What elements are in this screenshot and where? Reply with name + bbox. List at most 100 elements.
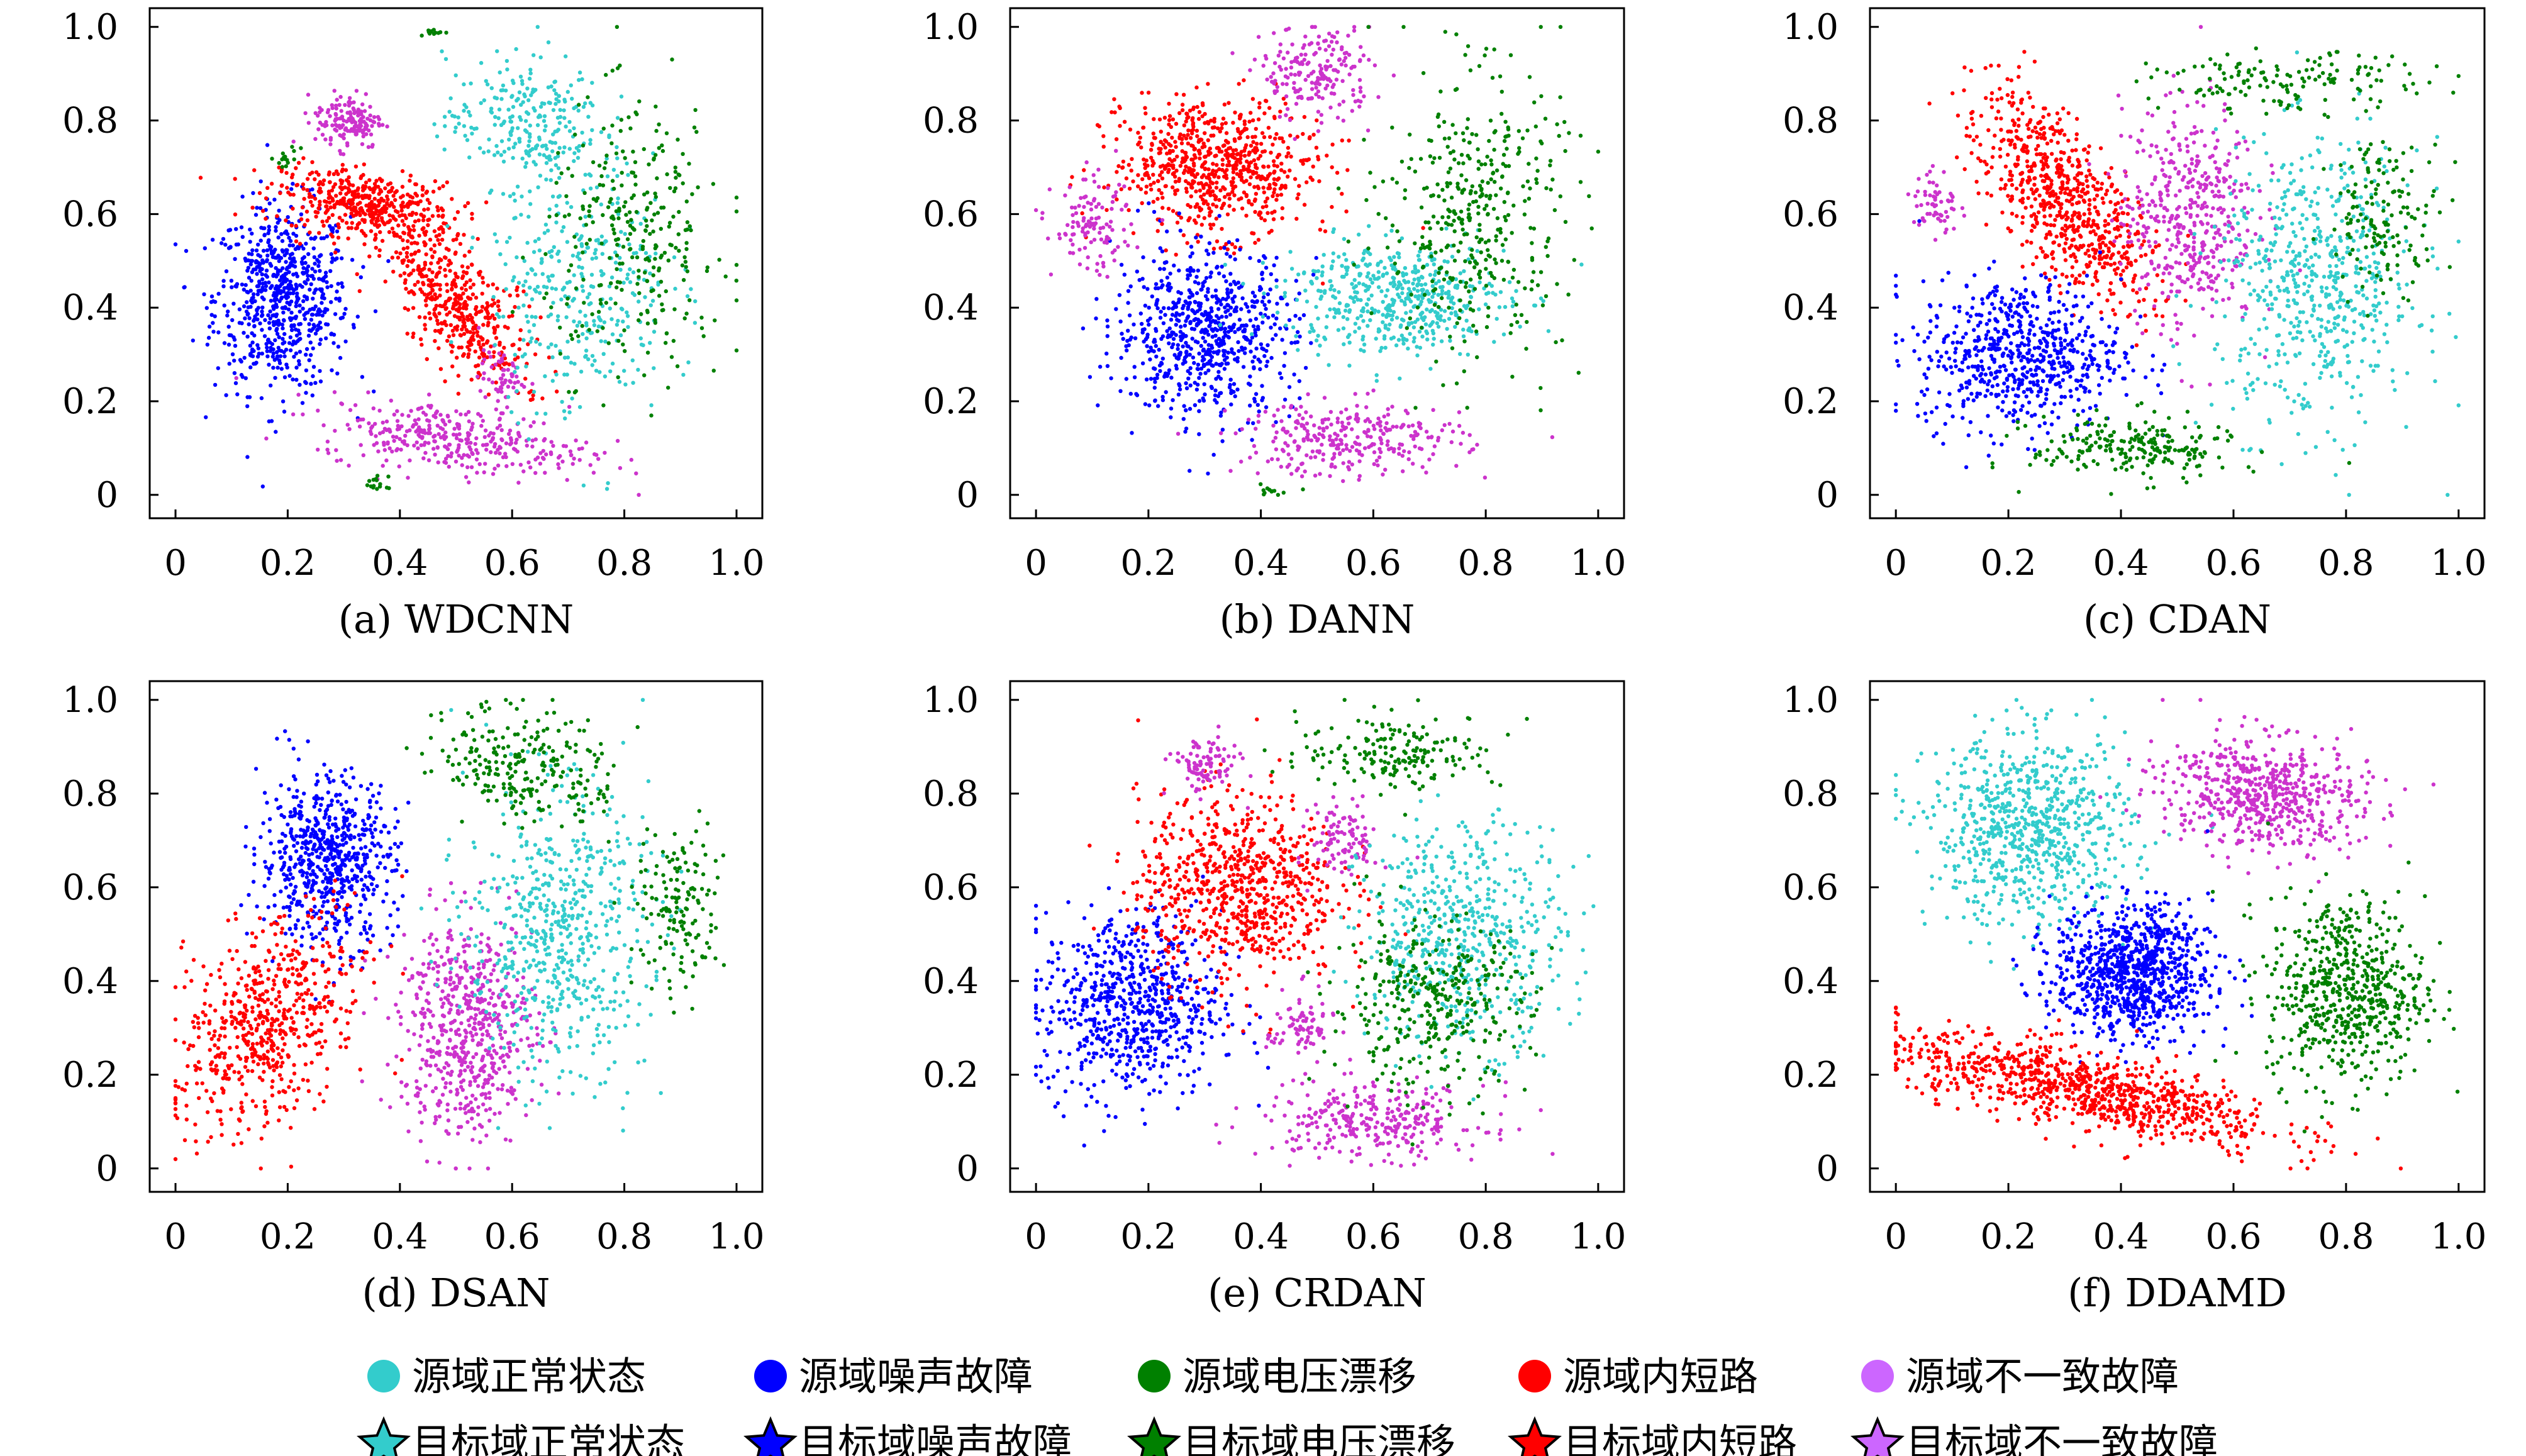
data-point xyxy=(1202,382,1206,387)
data-point xyxy=(477,146,482,150)
data-point xyxy=(467,155,472,160)
data-point xyxy=(1247,309,1251,314)
data-point xyxy=(1162,306,1166,310)
data-point xyxy=(1248,318,1253,323)
data-point xyxy=(1352,25,1357,29)
data-point xyxy=(307,322,311,326)
data-point xyxy=(572,297,576,301)
data-point xyxy=(528,123,532,128)
data-point xyxy=(238,358,243,362)
data-point xyxy=(664,289,669,294)
data-point xyxy=(653,191,657,196)
data-point xyxy=(1067,185,1072,189)
data-point xyxy=(348,112,353,116)
data-point xyxy=(275,270,280,274)
data-point xyxy=(274,284,279,289)
data-point xyxy=(1135,208,1140,213)
data-point xyxy=(421,214,426,219)
data-point xyxy=(351,106,355,111)
data-point xyxy=(1340,45,1344,50)
data-point xyxy=(626,325,630,330)
data-point xyxy=(373,421,377,426)
data-point xyxy=(369,229,374,233)
data-point xyxy=(499,97,504,101)
data-point xyxy=(567,147,572,151)
data-point xyxy=(537,135,542,140)
data-point xyxy=(398,214,402,218)
data-point xyxy=(598,182,602,187)
data-point xyxy=(1254,126,1259,131)
data-point xyxy=(280,183,284,187)
data-point xyxy=(580,284,584,289)
data-point xyxy=(1096,215,1101,220)
data-point xyxy=(531,250,537,254)
data-point xyxy=(652,212,657,217)
data-point xyxy=(437,186,442,191)
data-point xyxy=(1227,192,1232,197)
data-point xyxy=(1283,186,1288,190)
data-point xyxy=(1250,202,1254,207)
data-point xyxy=(1298,62,1302,66)
data-point xyxy=(1211,452,1216,457)
data-point xyxy=(1271,159,1276,164)
data-point xyxy=(233,212,238,217)
data-point xyxy=(1147,403,1152,408)
data-point xyxy=(1203,339,1208,344)
data-point xyxy=(443,274,448,278)
data-point xyxy=(1259,216,1264,221)
data-point xyxy=(1320,281,1325,286)
data-point xyxy=(1391,73,1396,78)
data-point xyxy=(224,269,229,274)
data-point xyxy=(287,341,292,345)
data-point xyxy=(1330,204,1334,209)
data-point xyxy=(677,248,681,253)
data-point xyxy=(404,287,408,291)
data-point xyxy=(1196,181,1201,186)
data-point xyxy=(1119,187,1123,192)
data-point xyxy=(404,251,409,255)
data-point xyxy=(1120,331,1124,336)
data-point xyxy=(203,246,207,250)
data-point xyxy=(599,174,604,179)
data-point xyxy=(1345,168,1350,172)
data-point xyxy=(311,296,315,301)
data-point xyxy=(1190,131,1194,136)
data-point xyxy=(430,278,435,282)
data-point xyxy=(281,336,285,341)
data-point xyxy=(411,331,416,336)
data-point xyxy=(269,299,274,303)
data-point xyxy=(1204,350,1208,354)
data-point xyxy=(361,210,365,214)
data-point xyxy=(1271,194,1275,198)
data-point xyxy=(1206,368,1211,373)
data-point xyxy=(1252,185,1257,189)
data-point xyxy=(1285,302,1289,307)
data-point xyxy=(572,273,576,277)
data-point xyxy=(243,283,248,287)
data-point xyxy=(1231,324,1235,328)
data-point xyxy=(1252,396,1257,401)
data-point xyxy=(1293,136,1297,142)
data-point xyxy=(392,438,396,443)
data-point xyxy=(445,289,450,294)
data-point xyxy=(1224,131,1229,135)
data-point xyxy=(1081,326,1086,331)
data-point xyxy=(340,134,344,138)
data-point xyxy=(701,334,706,338)
data-point xyxy=(1152,349,1156,353)
data-point xyxy=(1372,462,1376,467)
data-point xyxy=(450,287,454,292)
data-point xyxy=(630,170,634,175)
data-point xyxy=(431,189,436,194)
data-point xyxy=(487,137,491,142)
data-point xyxy=(587,172,592,177)
data-point xyxy=(1153,398,1157,403)
data-point xyxy=(340,284,345,289)
data-point xyxy=(368,104,372,109)
data-point xyxy=(330,368,334,372)
data-point xyxy=(479,101,483,105)
data-point xyxy=(1116,245,1120,249)
data-point xyxy=(591,220,595,225)
data-point xyxy=(574,438,578,443)
data-point xyxy=(302,197,306,201)
